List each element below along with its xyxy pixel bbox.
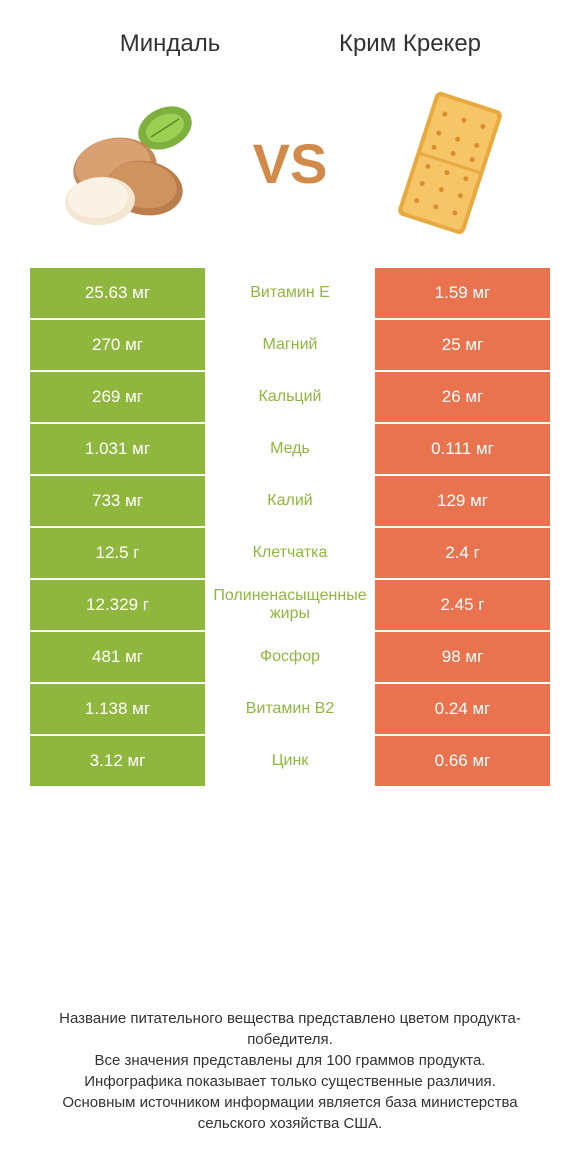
left-value-cell: 733 мг — [30, 476, 205, 526]
table-row: 269 мгКальций26 мг — [30, 372, 550, 422]
right-value-cell: 0.111 мг — [375, 424, 550, 474]
right-value-cell: 2.4 г — [375, 528, 550, 578]
table-row: 733 мгКалий129 мг — [30, 476, 550, 526]
nutrient-label-cell: Магний — [205, 320, 375, 370]
table-row: 12.5 гКлетчатка2.4 г — [30, 528, 550, 578]
footnote-line: Инфографика показывает только существенн… — [30, 1071, 550, 1092]
right-value-cell: 129 мг — [375, 476, 550, 526]
left-value-cell: 481 мг — [30, 632, 205, 682]
left-product-title: Миндаль — [50, 30, 290, 58]
nutrient-label-cell: Калий — [205, 476, 375, 526]
right-value-cell: 25 мг — [375, 320, 550, 370]
table-row: 12.329 гПолиненасыщенные жиры2.45 г — [30, 580, 550, 630]
nutrient-label-cell: Медь — [205, 424, 375, 474]
left-value-cell: 12.329 г — [30, 580, 205, 630]
left-value-cell: 270 мг — [30, 320, 205, 370]
table-row: 1.138 мгВитамин B20.24 мг — [30, 684, 550, 734]
footnote-line: Все значения представлены для 100 граммо… — [30, 1050, 550, 1071]
footnote-line: Основным источником информации является … — [30, 1092, 550, 1134]
right-value-cell: 1.59 мг — [375, 268, 550, 318]
nutrient-label-cell: Витамин E — [205, 268, 375, 318]
right-value-cell: 98 мг — [375, 632, 550, 682]
nutrient-label-cell: Клетчатка — [205, 528, 375, 578]
almond-image — [40, 83, 220, 243]
table-row: 25.63 мгВитамин E1.59 мг — [30, 268, 550, 318]
images-row: VS — [0, 68, 580, 268]
left-value-cell: 3.12 мг — [30, 736, 205, 786]
nutrient-label-cell: Полиненасыщенные жиры — [205, 580, 375, 630]
footnote-line: Название питательного вещества представл… — [30, 1008, 550, 1050]
table-row: 1.031 мгМедь0.111 мг — [30, 424, 550, 474]
comparison-table: 25.63 мгВитамин E1.59 мг270 мгМагний25 м… — [0, 268, 580, 786]
table-row: 270 мгМагний25 мг — [30, 320, 550, 370]
left-value-cell: 1.031 мг — [30, 424, 205, 474]
right-value-cell: 0.66 мг — [375, 736, 550, 786]
header-right: Крим Крекер — [290, 30, 530, 58]
right-value-cell: 0.24 мг — [375, 684, 550, 734]
left-value-cell: 25.63 мг — [30, 268, 205, 318]
cracker-image — [360, 83, 540, 243]
nutrient-label-cell: Цинк — [205, 736, 375, 786]
nutrient-label-cell: Витамин B2 — [205, 684, 375, 734]
nutrient-label-cell: Фосфор — [205, 632, 375, 682]
right-product-title: Крим Крекер — [290, 30, 530, 58]
table-row: 3.12 мгЦинк0.66 мг — [30, 736, 550, 786]
right-value-cell: 26 мг — [375, 372, 550, 422]
nutrient-label-cell: Кальций — [205, 372, 375, 422]
left-value-cell: 1.138 мг — [30, 684, 205, 734]
table-row: 481 мгФосфор98 мг — [30, 632, 550, 682]
vs-label: VS — [253, 131, 328, 196]
left-value-cell: 269 мг — [30, 372, 205, 422]
right-value-cell: 2.45 г — [375, 580, 550, 630]
footnote: Название питательного вещества представл… — [30, 1008, 550, 1134]
header: Миндаль Крим Крекер — [0, 0, 580, 68]
header-left: Миндаль — [50, 30, 290, 58]
left-value-cell: 12.5 г — [30, 528, 205, 578]
